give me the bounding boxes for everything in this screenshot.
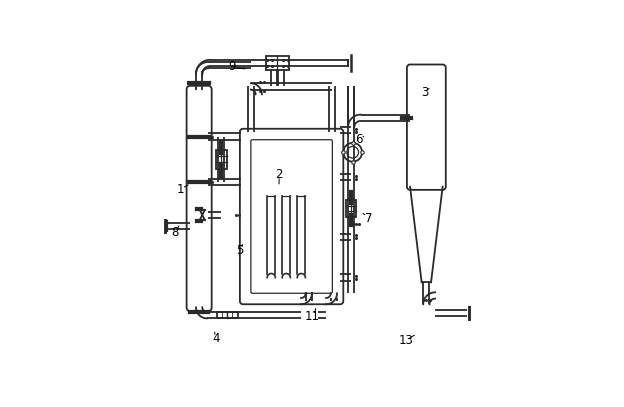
- Text: 11: 11: [305, 310, 319, 323]
- Bar: [346, 200, 356, 217]
- Text: 6: 6: [355, 133, 363, 146]
- Text: 7: 7: [364, 212, 372, 225]
- Text: 13: 13: [399, 334, 414, 347]
- Text: 1: 1: [177, 184, 184, 196]
- Text: 2: 2: [275, 168, 283, 181]
- Text: 5: 5: [236, 245, 243, 258]
- Text: 3: 3: [421, 86, 429, 99]
- Bar: [266, 56, 290, 70]
- Bar: [217, 313, 238, 318]
- Text: 4: 4: [213, 332, 220, 345]
- Bar: [216, 150, 227, 168]
- Text: 8: 8: [172, 225, 178, 239]
- Text: 9: 9: [228, 59, 236, 72]
